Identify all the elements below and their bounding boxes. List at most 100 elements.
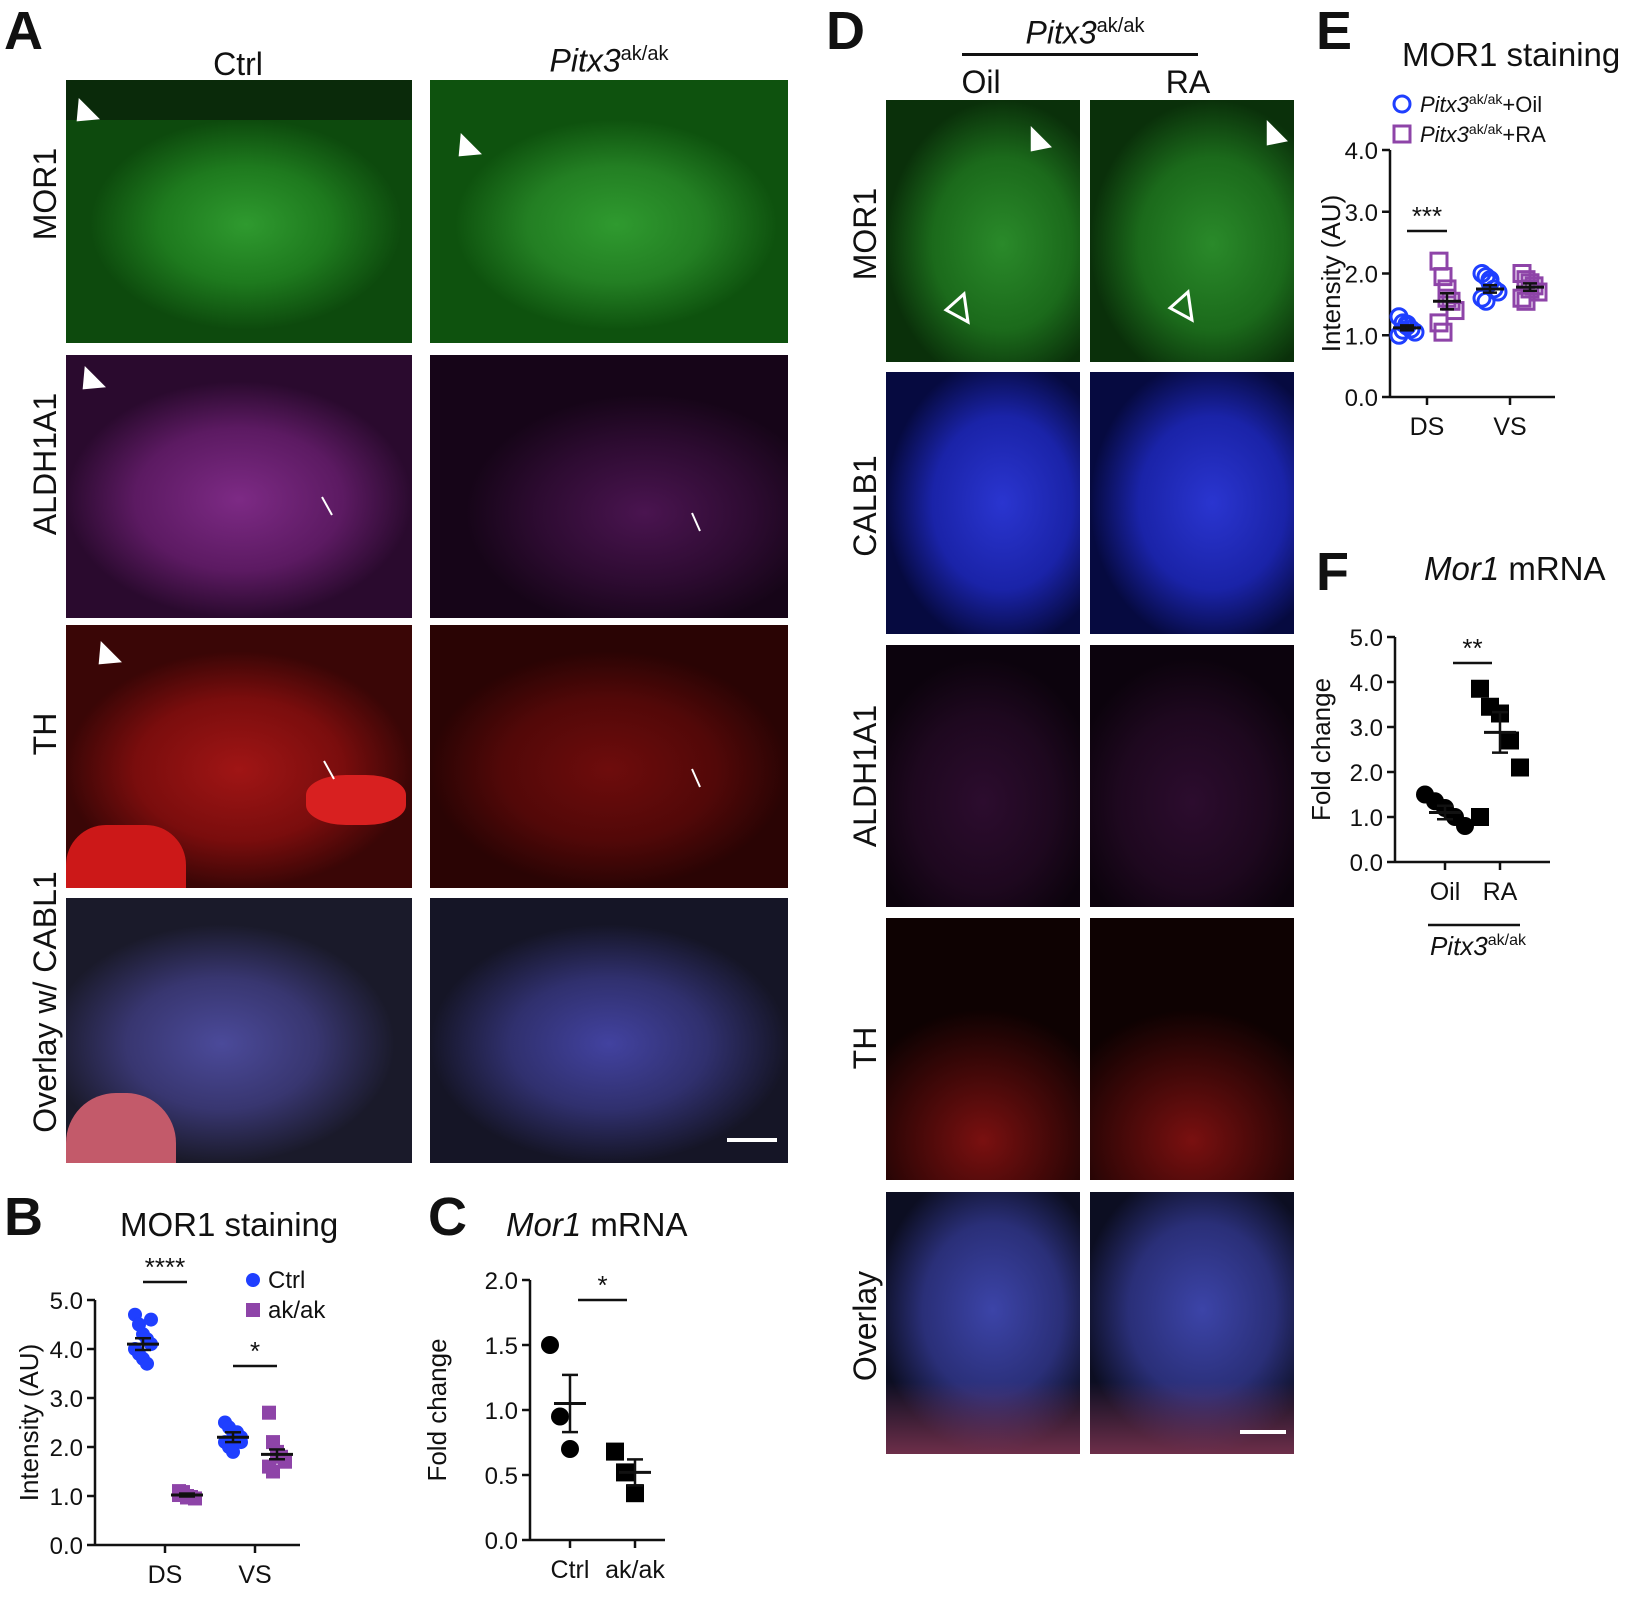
image-a-ctrl-mor1 (66, 80, 412, 343)
y-tick-label: 4.0 (50, 1337, 83, 1364)
legend-label: Ctrl (268, 1267, 305, 1294)
data-point (626, 1484, 644, 1503)
significance-label: ** (1462, 633, 1482, 663)
panel-d-group-header: Pitx3ak/ak (960, 16, 1210, 49)
significance-label: *** (1412, 201, 1442, 231)
x-axis-label: Pitx3ak/ak (1430, 931, 1527, 961)
legend-marker (1392, 94, 1412, 114)
y-axis-label: Intensity (AU) (14, 1344, 44, 1502)
chart-c: 0.0 0.5 1.0 1.5 2.0 Fold change Ctrl ak/ak * (422, 1268, 665, 1584)
panel-d-row-label-aldh1a1: ALDH1A1 (847, 704, 883, 848)
data-point (1471, 808, 1489, 826)
data-point (606, 1442, 624, 1461)
chart-e-title: MOR1 staining (1402, 36, 1621, 73)
legend-marker (1392, 124, 1412, 144)
x-tick-label: DS (1410, 413, 1445, 441)
image-d-ra-mor1 (1090, 100, 1294, 362)
data-point (1471, 679, 1489, 698)
image-a-ak-mor1 (430, 80, 788, 343)
legend-marker (246, 1303, 260, 1317)
arrowhead-icon (76, 98, 100, 122)
y-tick-label: 1.5 (485, 1333, 518, 1360)
panel-letter-e: E (1316, 1, 1353, 61)
y-tick-label: 0.0 (485, 1528, 518, 1555)
data-point (551, 1407, 569, 1426)
y-tick-label: 2.0 (50, 1435, 83, 1462)
data-point (140, 1356, 154, 1371)
data-point (262, 1405, 276, 1420)
data-point (1520, 279, 1540, 299)
y-tick-label: 3.0 (1345, 200, 1378, 227)
panel-d-row-label-mor1: MOR1 (847, 187, 883, 281)
chart-c-title-rest: mRNA (581, 1206, 688, 1243)
image-a-ctrl-overlay (66, 898, 412, 1163)
y-tick-label: 5.0 (50, 1288, 83, 1315)
arrow-icon (691, 512, 701, 532)
y-axis-label: Fold change (422, 1338, 452, 1481)
chart-f: 0.0 1.0 2.0 3.0 4.0 5.0 Fold change Oil RA ** Pitx… (1306, 625, 1550, 961)
arrowhead-icon (82, 366, 106, 390)
y-tick-label: 1.0 (1350, 805, 1383, 832)
y-axis-label: Intensity (AU) (1316, 195, 1346, 353)
y-tick-label: 0.0 (1345, 385, 1378, 412)
y-tick-label: 4.0 (1345, 138, 1378, 165)
image-a-ctrl-th (66, 625, 412, 888)
x-tick-label: Oil (1430, 878, 1461, 906)
panel-a-row-label-overlay: Overlay w/ CABL1 (27, 871, 63, 1133)
legend-label: Pitx3ak/ak+RA (1420, 121, 1546, 147)
arrow-icon (691, 768, 701, 788)
image-d-oil-calb1 (886, 372, 1080, 634)
significance-label: **** (145, 1252, 185, 1282)
panel-a-row-label-aldh1a1: ALDH1A1 (27, 392, 63, 536)
data-point (1501, 731, 1519, 750)
y-axis-label: Fold change (1306, 678, 1336, 821)
image-d-oil-th (886, 918, 1080, 1180)
image-a-ak-aldh1a1 (430, 355, 788, 618)
chart-f-title-italic: Mor1 (1424, 550, 1500, 587)
open-arrowhead-icon (943, 291, 970, 325)
arrowhead-icon (1266, 120, 1288, 146)
panel-d-row-label-th: TH (847, 1026, 883, 1070)
group-bracket-line (962, 53, 1198, 56)
panel-d-col-header-oil: Oil (961, 64, 1001, 100)
scale-bar (1240, 1430, 1286, 1434)
y-tick-label: 0.0 (1350, 850, 1383, 877)
image-d-ra-th (1090, 918, 1294, 1180)
x-tick-label: Ctrl (551, 1556, 590, 1584)
legend-label: Pitx3ak/ak+Oil (1420, 91, 1542, 117)
panel-letter-a: A (4, 1, 43, 61)
legend-label: ak/ak (268, 1297, 326, 1324)
image-a-ctrl-aldh1a1 (66, 355, 412, 618)
image-d-oil-mor1 (886, 100, 1080, 362)
y-tick-label: 3.0 (50, 1386, 83, 1413)
y-tick-label: 3.0 (1350, 715, 1383, 742)
y-tick-label: 1.0 (50, 1484, 83, 1511)
pitx3-superscript: ak/ak (1096, 15, 1145, 37)
chart-e: 0.0 1.0 2.0 3.0 4.0 Intensity (AU) DS VS *** Pitx… (1316, 91, 1555, 441)
pitx3-label: Pitx3 (549, 42, 621, 79)
panel-d-row-label-overlay: Overlay (847, 1270, 883, 1382)
y-tick-label: 2.0 (485, 1268, 518, 1295)
chart-c-title-italic: Mor1 (506, 1206, 582, 1243)
pitx3-superscript: ak/ak (620, 43, 669, 65)
arrowhead-icon (98, 641, 122, 665)
y-tick-label: 0.0 (50, 1533, 83, 1560)
data-point (1511, 758, 1529, 777)
data-point (226, 1444, 240, 1459)
arrowhead-icon (458, 133, 482, 157)
significance-label: * (597, 1270, 607, 1300)
y-tick-label: 2.0 (1345, 262, 1378, 289)
open-arrowhead-icon (1167, 289, 1194, 323)
panel-a-row-label-th: TH (27, 712, 63, 756)
chart-c-title: Mor1 mRNA (506, 1208, 688, 1241)
data-point (1397, 314, 1417, 334)
data-point (1456, 817, 1474, 835)
image-a-ak-overlay (430, 898, 788, 1163)
panel-a-row-label-mor1: MOR1 (27, 147, 63, 241)
data-point (1516, 291, 1536, 311)
panel-letter-f: F (1316, 542, 1349, 602)
y-tick-label: 1.0 (485, 1398, 518, 1425)
data-point (144, 1312, 158, 1327)
arrow-icon (321, 496, 333, 516)
